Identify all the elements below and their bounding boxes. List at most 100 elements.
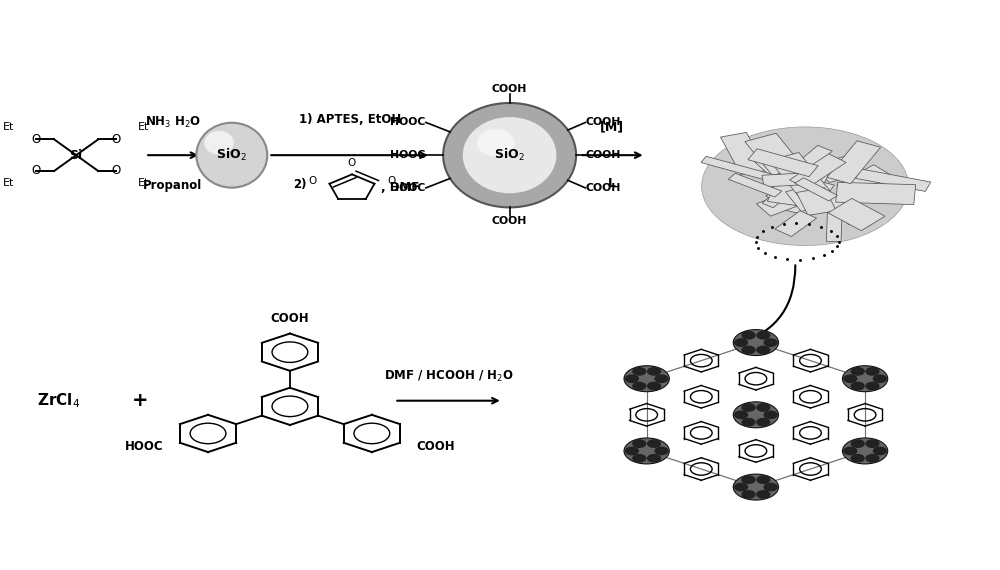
Polygon shape <box>786 184 831 211</box>
Text: O: O <box>111 133 121 146</box>
Polygon shape <box>769 152 832 201</box>
Circle shape <box>702 127 909 246</box>
Text: HOOC: HOOC <box>125 441 163 454</box>
Circle shape <box>873 375 886 382</box>
Text: O: O <box>387 176 396 186</box>
Text: Propanol: Propanol <box>143 179 202 192</box>
Text: O: O <box>32 133 41 146</box>
Circle shape <box>735 483 748 491</box>
Polygon shape <box>826 195 861 225</box>
Circle shape <box>866 455 879 462</box>
Text: COOH: COOH <box>492 216 527 226</box>
Text: O: O <box>32 165 41 177</box>
Polygon shape <box>828 198 885 231</box>
Ellipse shape <box>196 123 267 188</box>
Circle shape <box>733 474 779 500</box>
Circle shape <box>633 455 646 462</box>
Circle shape <box>648 455 660 462</box>
Polygon shape <box>826 212 842 242</box>
Text: Si: Si <box>70 149 83 162</box>
Text: Et: Et <box>138 178 149 189</box>
Circle shape <box>842 366 888 392</box>
Polygon shape <box>728 173 782 197</box>
Text: Et: Et <box>3 122 15 132</box>
Text: , DMF: , DMF <box>381 181 419 194</box>
Circle shape <box>851 455 864 462</box>
Circle shape <box>764 411 777 418</box>
Circle shape <box>851 368 864 375</box>
Circle shape <box>764 483 777 491</box>
Text: +: + <box>132 391 148 410</box>
Circle shape <box>851 440 864 447</box>
Circle shape <box>757 418 770 426</box>
Circle shape <box>625 447 638 455</box>
Ellipse shape <box>443 103 576 207</box>
Circle shape <box>742 476 755 483</box>
Polygon shape <box>775 211 817 237</box>
Circle shape <box>742 332 755 339</box>
Circle shape <box>742 418 755 426</box>
Text: ZrCl$_4$: ZrCl$_4$ <box>37 392 80 410</box>
Circle shape <box>757 346 770 353</box>
Polygon shape <box>745 133 804 176</box>
Text: [M]: [M] <box>600 121 624 134</box>
Text: Et: Et <box>138 122 149 132</box>
Polygon shape <box>814 155 864 182</box>
Circle shape <box>757 332 770 339</box>
Polygon shape <box>787 159 835 205</box>
Circle shape <box>624 366 669 392</box>
Text: SiO$_2$: SiO$_2$ <box>494 147 525 163</box>
Circle shape <box>842 438 888 464</box>
Text: COOH: COOH <box>492 84 527 94</box>
Text: NH$_3$ H$_2$O: NH$_3$ H$_2$O <box>145 115 201 130</box>
Polygon shape <box>786 179 834 217</box>
Polygon shape <box>701 156 774 181</box>
Text: DMF / HCOOH / H$_2$O: DMF / HCOOH / H$_2$O <box>384 369 513 384</box>
Circle shape <box>633 382 646 390</box>
Text: 2): 2) <box>293 178 306 191</box>
Polygon shape <box>837 165 891 196</box>
Circle shape <box>757 491 770 498</box>
Circle shape <box>742 346 755 353</box>
Text: O: O <box>111 165 121 177</box>
Ellipse shape <box>204 131 234 154</box>
Circle shape <box>866 368 879 375</box>
Polygon shape <box>796 188 836 215</box>
Text: COOH: COOH <box>585 150 621 160</box>
Text: SiO$_2$: SiO$_2$ <box>216 147 247 163</box>
Text: O: O <box>348 157 356 168</box>
Polygon shape <box>762 173 806 187</box>
Ellipse shape <box>463 117 556 193</box>
Text: O: O <box>308 176 317 186</box>
Circle shape <box>742 404 755 411</box>
Text: COOH: COOH <box>417 441 455 454</box>
Circle shape <box>648 440 660 447</box>
Text: HOOC: HOOC <box>390 150 426 160</box>
Polygon shape <box>767 179 812 206</box>
Circle shape <box>851 382 864 390</box>
Polygon shape <box>756 185 821 216</box>
Text: COOH: COOH <box>585 117 621 128</box>
Circle shape <box>648 382 660 390</box>
Polygon shape <box>755 156 812 198</box>
Polygon shape <box>762 169 815 207</box>
Circle shape <box>764 339 777 346</box>
Circle shape <box>633 368 646 375</box>
Circle shape <box>757 404 770 411</box>
Ellipse shape <box>477 129 515 156</box>
Circle shape <box>648 368 660 375</box>
Polygon shape <box>855 169 931 192</box>
Circle shape <box>655 375 668 382</box>
Circle shape <box>844 375 857 382</box>
Polygon shape <box>790 154 846 189</box>
Polygon shape <box>827 141 881 184</box>
Circle shape <box>866 382 879 390</box>
Circle shape <box>735 411 748 418</box>
Circle shape <box>633 440 646 447</box>
Polygon shape <box>748 149 818 177</box>
Circle shape <box>757 476 770 483</box>
Text: HOOC: HOOC <box>390 117 426 128</box>
Text: L: L <box>608 177 616 190</box>
Polygon shape <box>795 178 838 201</box>
Circle shape <box>735 339 748 346</box>
